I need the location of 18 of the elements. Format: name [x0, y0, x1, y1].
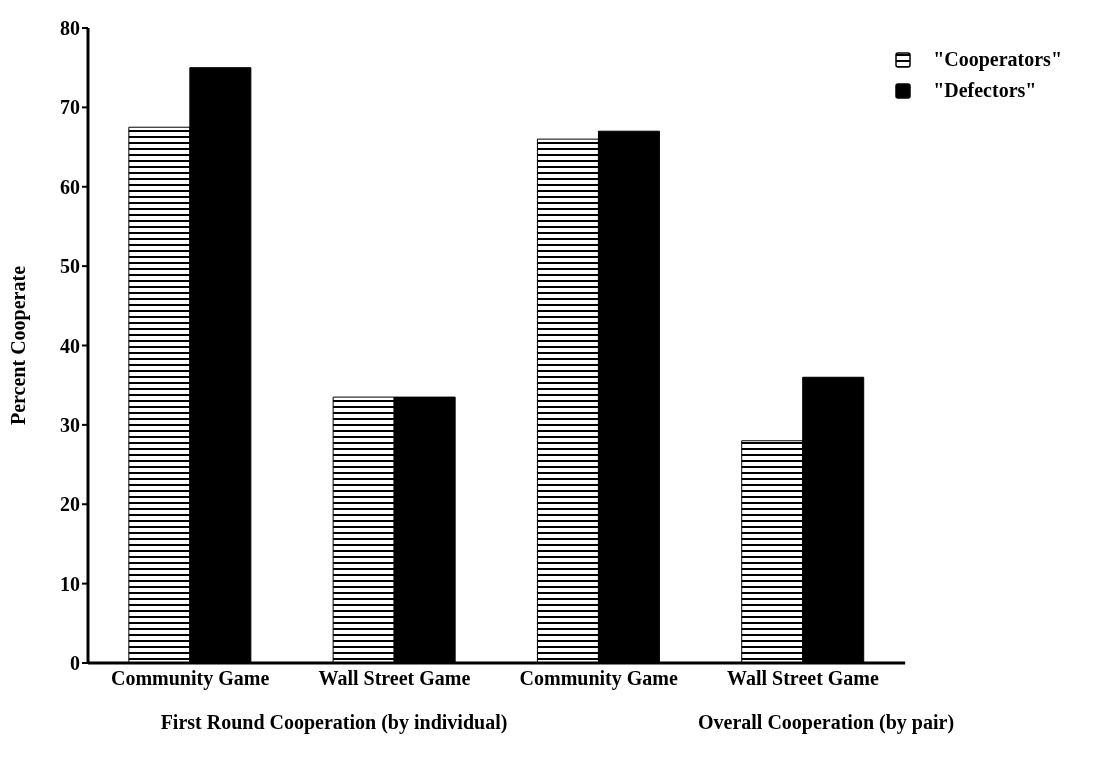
y-tick-label: 20 [60, 493, 80, 516]
text: Overall Cooperation (by pair) [696, 711, 956, 734]
legend-label: "Defectors" [933, 79, 1037, 102]
x-tick-label: Community Game [110, 667, 270, 691]
y-tick-label: 30 [60, 413, 80, 436]
y-tick-label: 80 [60, 17, 80, 40]
y-tick-label: 60 [60, 175, 80, 198]
y-tick-label: 50 [60, 255, 80, 278]
y-tick-label: 40 [60, 334, 80, 357]
y-tick-label: 0 [70, 652, 80, 675]
x-tick-label: Wall Street Game [727, 667, 880, 690]
y-tick-label: 70 [60, 96, 80, 119]
x-tick-label: Wall Street Game [318, 667, 471, 690]
text: First Round Cooperation (by individual) [159, 711, 509, 734]
y-tick-label: 10 [60, 572, 80, 595]
x-tick-label: Community Game [519, 667, 678, 691]
y-axis-title: Percent Cooperate [7, 265, 31, 426]
legend-label: "Cooperators" [933, 48, 1062, 71]
